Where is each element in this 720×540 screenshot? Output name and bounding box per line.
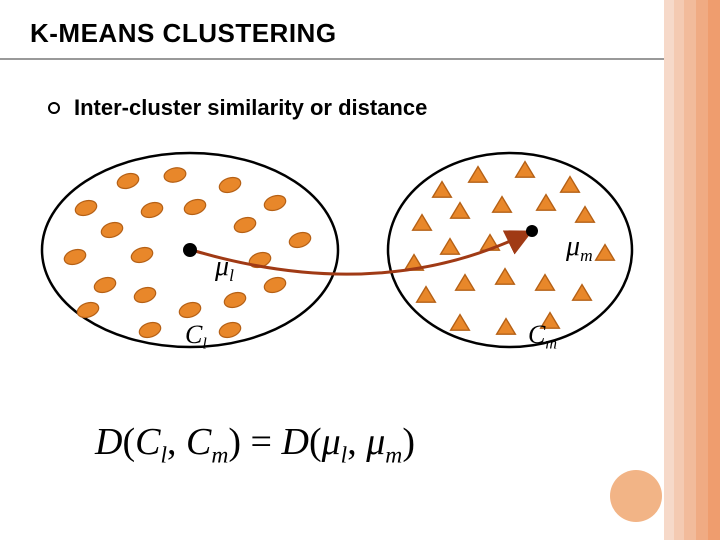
formula-Cm: C [186, 421, 211, 463]
bullet-marker-icon [48, 102, 60, 114]
stripe [708, 0, 720, 540]
slide: K-MEANS CLUSTERING Inter-cluster similar… [0, 0, 720, 540]
corner-circle-icon [610, 470, 662, 522]
formula-sub-m2: m [385, 443, 402, 469]
side-stripes [664, 0, 720, 540]
formula-D2: D [281, 421, 308, 463]
formula-mu-m: μ [366, 421, 385, 463]
cluster-right [388, 153, 632, 347]
title-underline [0, 58, 664, 60]
stripe [674, 0, 684, 540]
page-title: K-MEANS CLUSTERING [30, 18, 337, 49]
formula-D1: D [95, 421, 122, 463]
distance-formula: D(Cl, Cm) = D(μl, μm) [95, 420, 415, 470]
formula-mu-l: μ [322, 421, 341, 463]
stripe [664, 0, 674, 540]
centroid-left [183, 243, 197, 257]
bullet-text: Inter-cluster similarity or distance [74, 95, 427, 121]
formula-sub-m1: m [211, 443, 228, 469]
formula-Cl: C [135, 421, 160, 463]
stripe [696, 0, 708, 540]
cluster-diagram: μlClμmCm [30, 145, 640, 375]
bullet-item: Inter-cluster similarity or distance [48, 95, 427, 121]
centroid-right [526, 225, 538, 237]
stripe [684, 0, 696, 540]
